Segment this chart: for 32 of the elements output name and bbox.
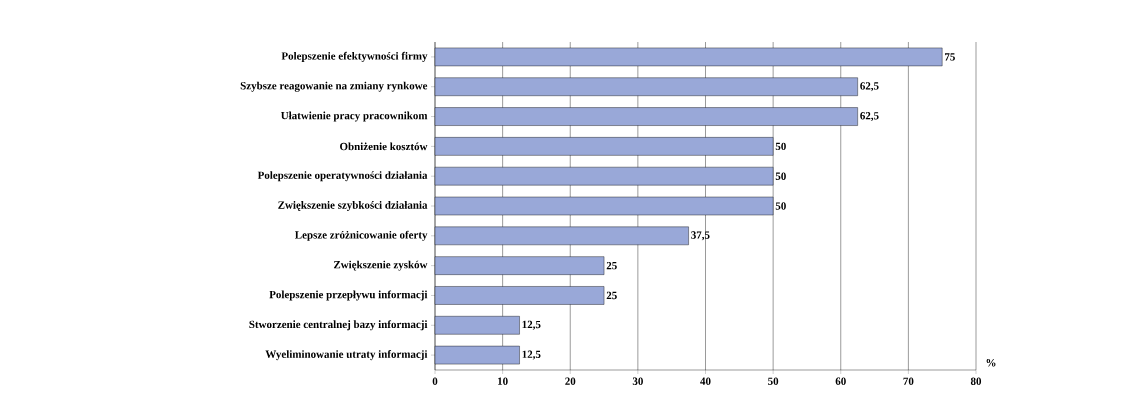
y-tick-label: Polepszenie operatywności działania	[257, 171, 428, 182]
y-tick-label: Polepszenie efektywności firmy	[281, 51, 428, 62]
data-label: 25	[606, 261, 617, 270]
y-tick-label: Wyeliminowanie utraty informacji	[265, 350, 428, 361]
data-label: 25	[606, 291, 617, 300]
x-tick-label: 0	[432, 377, 438, 385]
data-label: 12,5	[522, 350, 541, 360]
x-tick-label: 40	[700, 377, 711, 385]
y-tick-label: Szybsze reagowanie na zmiany rynkowe	[240, 81, 428, 92]
data-label: 12,5	[522, 320, 541, 330]
x-tick-label: 70	[903, 377, 914, 385]
y-tick-label: Ułatwienie pracy pracownikom	[281, 111, 428, 122]
y-tick-label: Stworzenie centralnej bazy informacji	[249, 320, 428, 331]
x-tick-label: 10	[498, 377, 508, 385]
y-tick-label: Obniżenie kosztów	[340, 142, 428, 151]
x-tick-label: 60	[835, 377, 846, 385]
x-tick-label: 30	[632, 377, 643, 385]
data-label: 37,5	[691, 231, 710, 241]
y-tick-label: Lepsze zróżnicowanie oferty	[294, 230, 428, 241]
y-tick-label: Zwiększenie szybkości działania	[278, 201, 428, 211]
y-tick-label: Polepszenie przepływu informacji	[269, 290, 428, 301]
y-tick-label: Zwiększenie zysków	[333, 260, 428, 271]
data-label: 62,5	[860, 112, 879, 122]
x-tick-label: 80	[970, 377, 982, 385]
x-tick-label: 20	[565, 377, 576, 385]
data-label: 75	[945, 53, 955, 61]
data-label: 50	[775, 172, 786, 180]
data-label: 62,5	[860, 82, 879, 92]
data-label: 50	[775, 202, 786, 210]
x-axis-title: %	[986, 359, 996, 367]
data-label: 50	[775, 142, 786, 151]
x-tick-label: 50	[768, 377, 779, 385]
